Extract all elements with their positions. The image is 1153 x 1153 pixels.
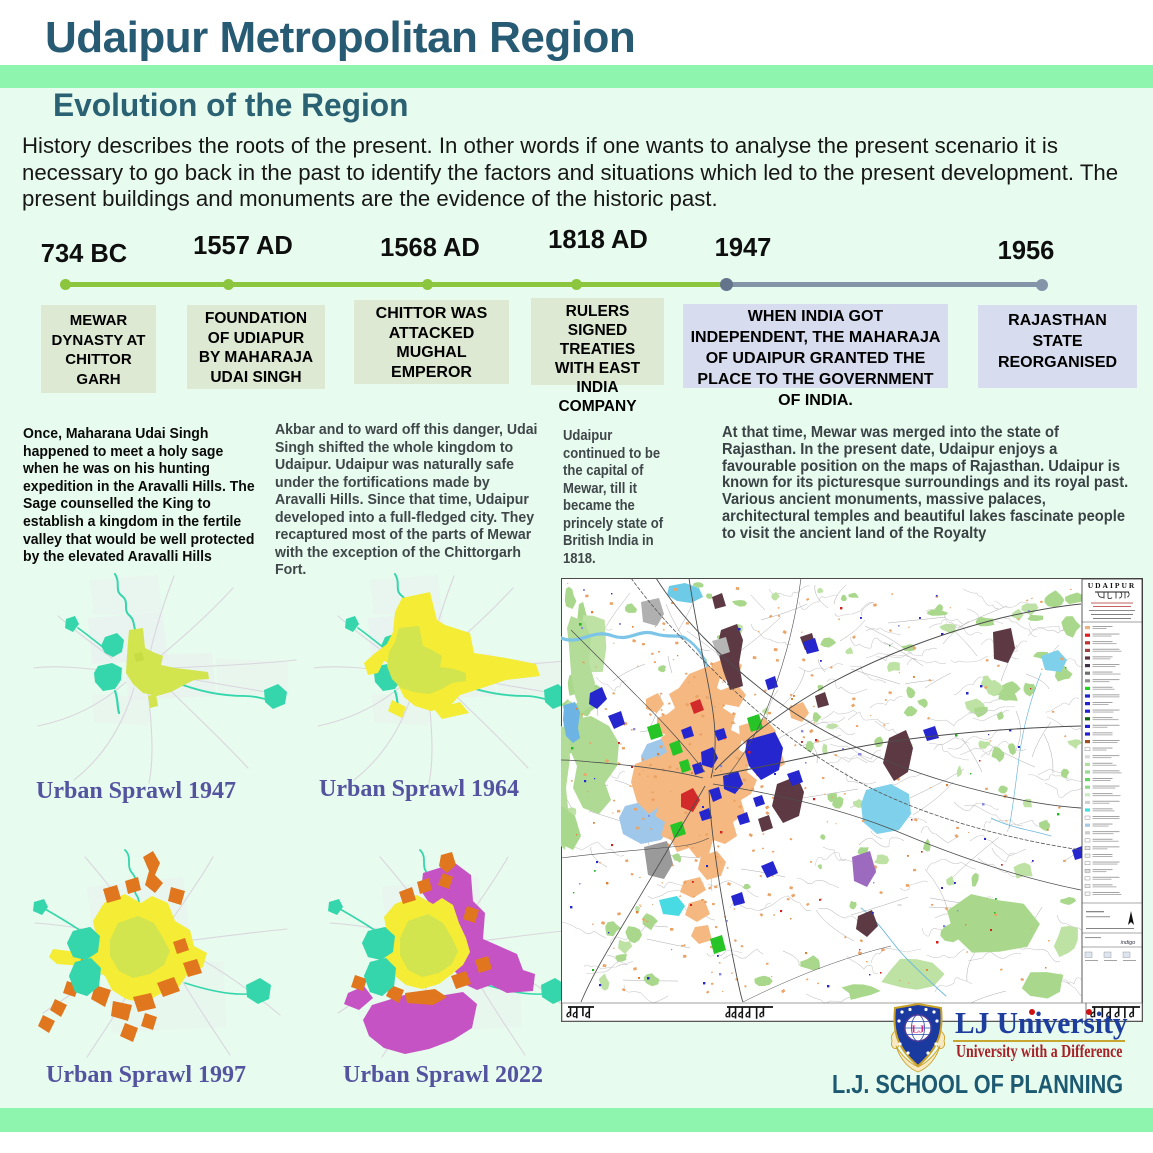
svg-text:indigo: indigo (1121, 940, 1136, 946)
svg-text:LJ: LJ (912, 1024, 925, 1036)
svg-text:UDAIPUR: UDAIPUR (1088, 581, 1137, 590)
